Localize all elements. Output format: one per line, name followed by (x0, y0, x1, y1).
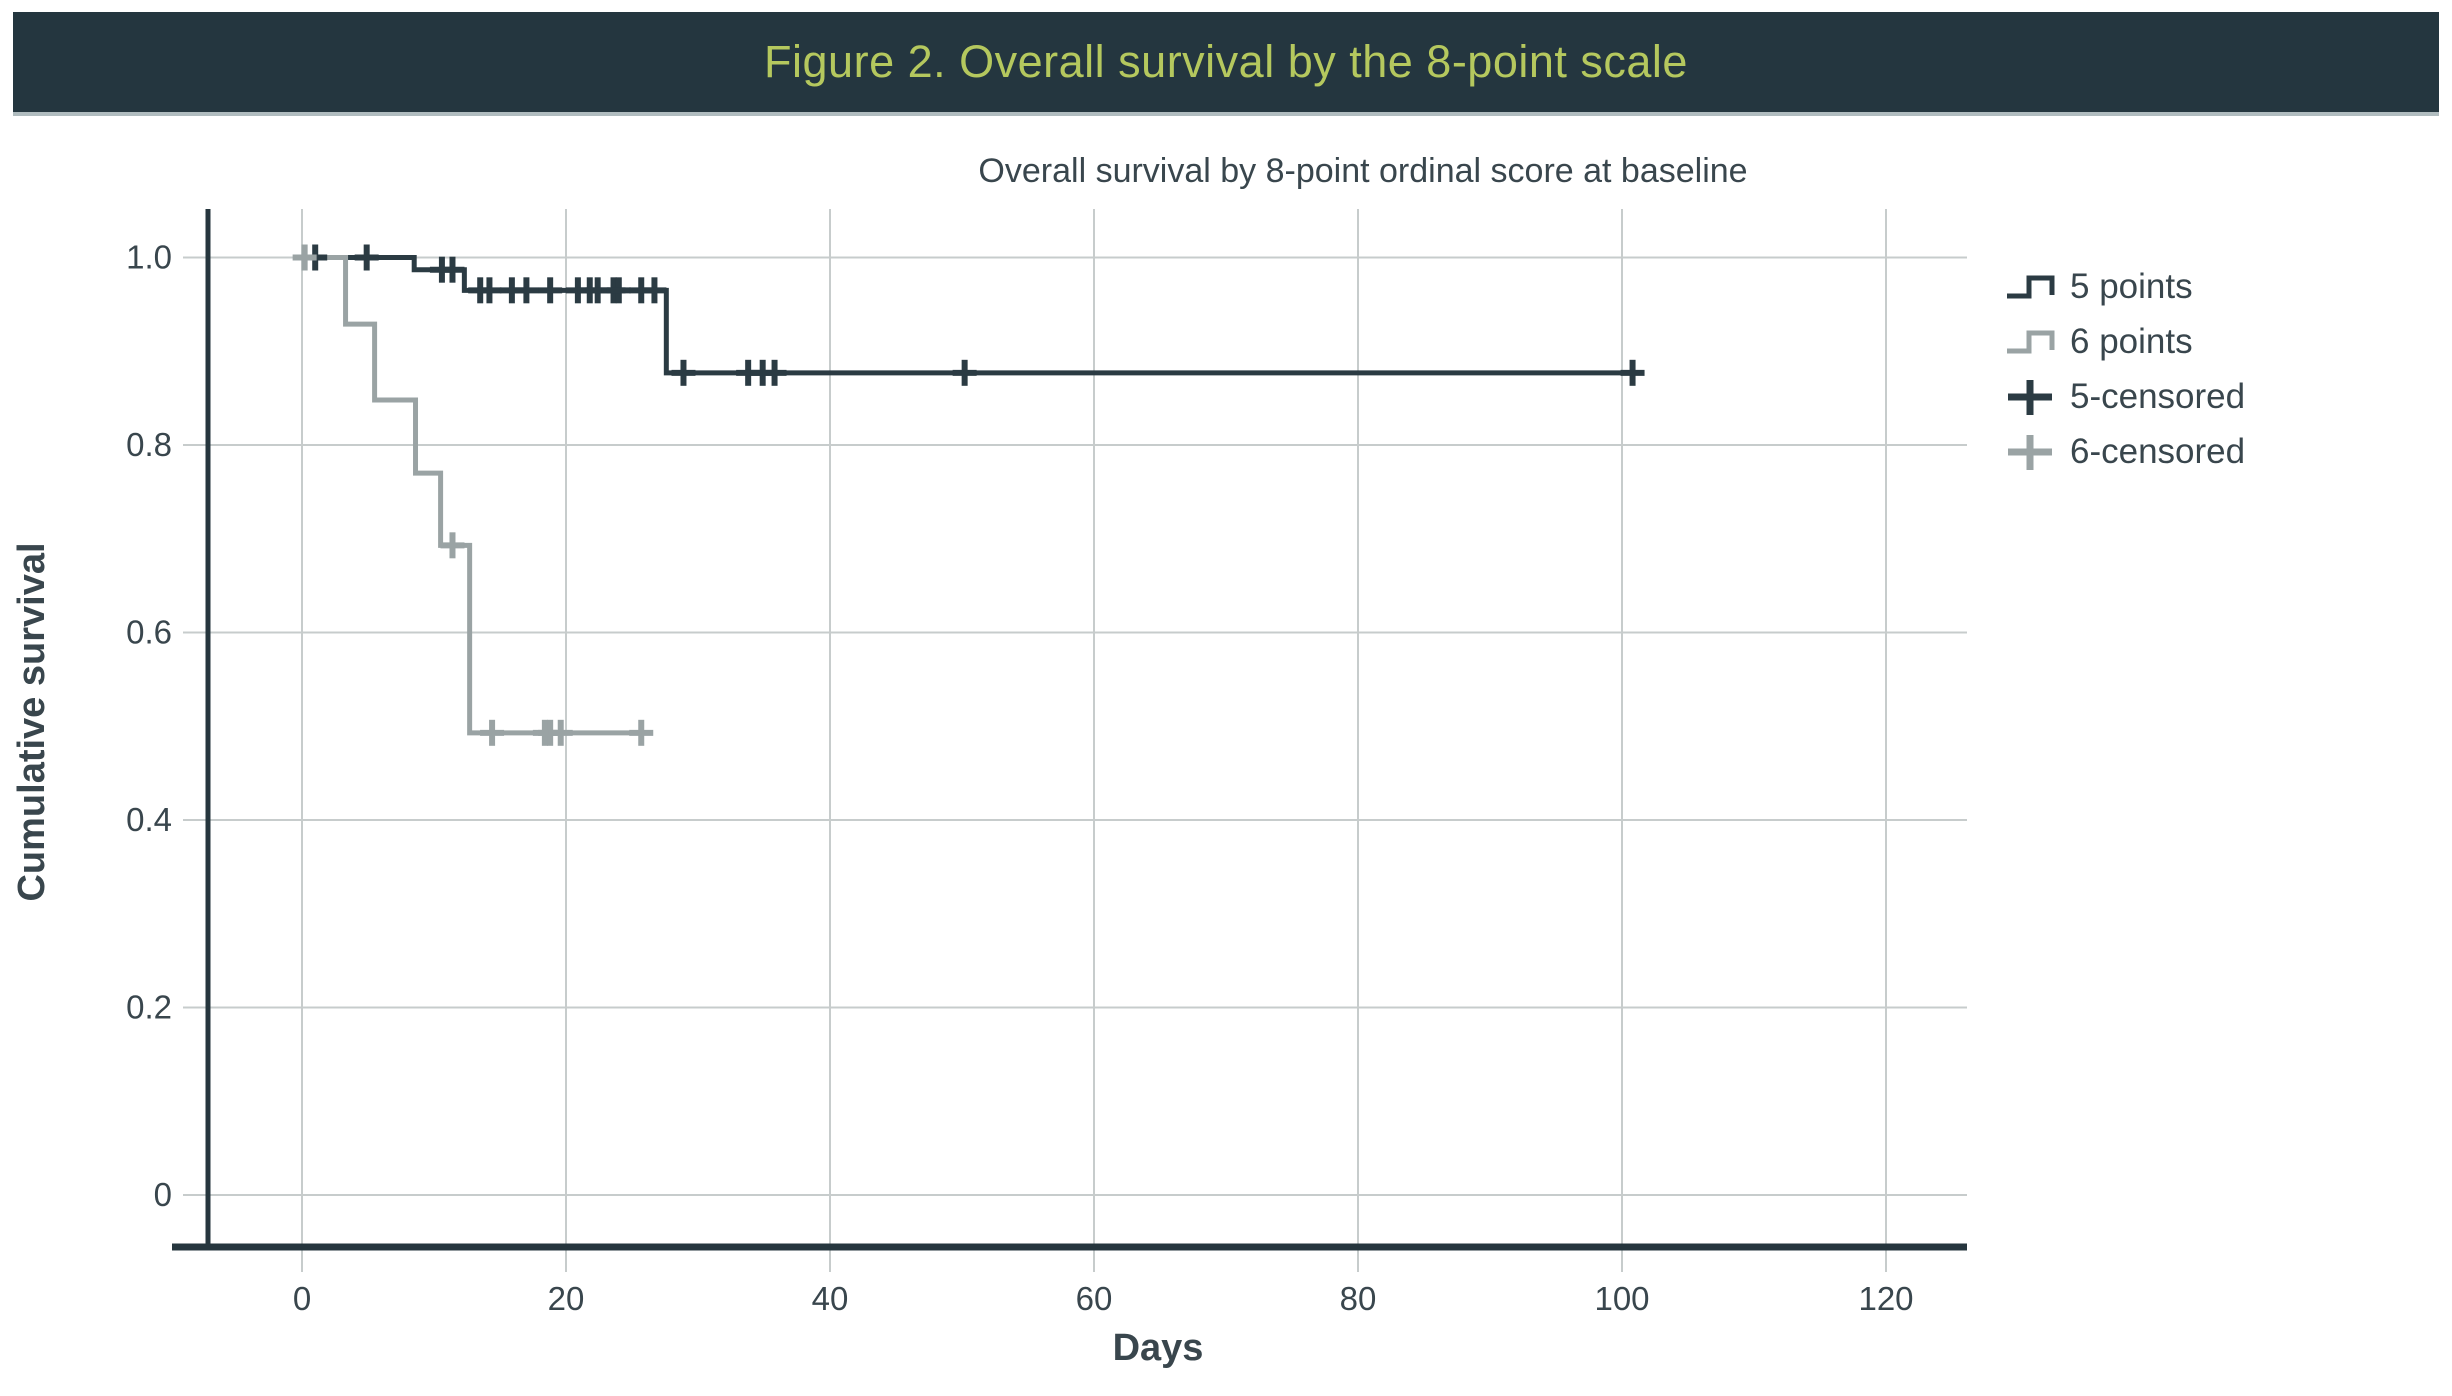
svg-text:60: 60 (1076, 1280, 1113, 1317)
svg-text:120: 120 (1858, 1280, 1913, 1317)
step-line-glyph-5 (2007, 275, 2055, 298)
figure-title: Figure 2. Overall survival by the 8-poin… (764, 36, 1688, 87)
legend-label: 5-censored (2070, 376, 2246, 416)
legend-label: 6 points (2070, 321, 2193, 361)
step-line-glyph-6 (2007, 330, 2055, 353)
chart-legend: 5 points 6 points 5-censored 6-censored (2004, 259, 2245, 479)
chart-title: Overall survival by 8-point ordinal scor… (978, 152, 1748, 190)
svg-text:0.2: 0.2 (126, 989, 172, 1026)
svg-text:1.0: 1.0 (126, 239, 172, 276)
svg-text:0.8: 0.8 (126, 426, 172, 463)
legend-label: 6-censored (2070, 431, 2246, 471)
svg-text:Cumulative survival: Cumulative survival (11, 542, 53, 901)
legend-item-5-censored: 5-censored (2004, 369, 2245, 424)
svg-text:Days: Days (1113, 1327, 1204, 1369)
svg-text:0: 0 (154, 1176, 172, 1213)
svg-text:80: 80 (1340, 1280, 1377, 1317)
censored-plus-glyph-5 (2008, 379, 2052, 415)
legend-item-5-points: 5 points (2004, 259, 2245, 314)
legend-label: 5 points (2070, 266, 2193, 306)
svg-text:0.4: 0.4 (126, 801, 172, 838)
legend-item-6-censored: 6-censored (2004, 424, 2245, 479)
svg-text:100: 100 (1594, 1280, 1649, 1317)
censored-plus-glyph-6 (2008, 434, 2052, 470)
svg-text:0.6: 0.6 (126, 614, 172, 651)
svg-text:20: 20 (548, 1280, 585, 1317)
header-bar: Figure 2. Overall survival by the 8-poin… (13, 12, 2439, 116)
svg-text:40: 40 (812, 1280, 849, 1317)
legend-item-6-points: 6 points (2004, 314, 2245, 369)
svg-text:0: 0 (293, 1280, 311, 1317)
